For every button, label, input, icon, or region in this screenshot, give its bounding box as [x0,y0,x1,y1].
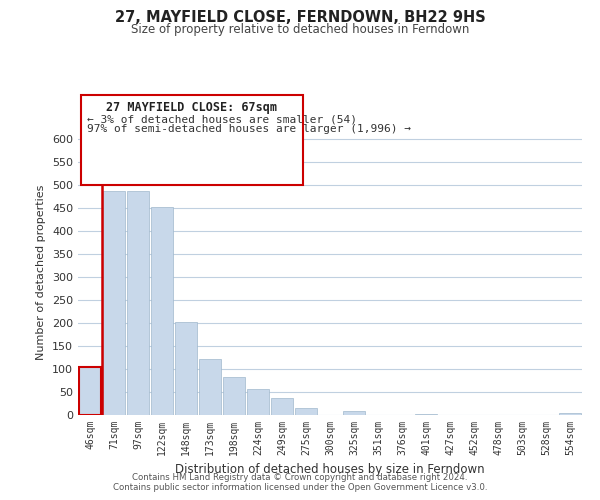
Y-axis label: Number of detached properties: Number of detached properties [37,185,46,360]
Bar [223,377,245,415]
Bar [175,322,197,415]
Bar [247,389,269,415]
Text: 27 MAYFIELD CLOSE: 67sqm: 27 MAYFIELD CLOSE: 67sqm [107,101,277,114]
X-axis label: Distribution of detached houses by size in Ferndown: Distribution of detached houses by size … [175,464,485,476]
Text: Size of property relative to detached houses in Ferndown: Size of property relative to detached ho… [131,22,469,36]
Bar [199,359,221,415]
Bar [127,190,149,415]
Bar [559,412,581,415]
Bar [79,366,101,415]
Bar [415,414,437,415]
Text: Contains public sector information licensed under the Open Government Licence v3: Contains public sector information licen… [113,484,487,492]
Text: Contains HM Land Registry data © Crown copyright and database right 2024.: Contains HM Land Registry data © Crown c… [132,474,468,482]
Text: ← 3% of detached houses are smaller (54): ← 3% of detached houses are smaller (54) [87,114,357,124]
Bar [343,411,365,415]
Bar [271,398,293,415]
Bar [295,408,317,415]
Bar [103,190,125,415]
Text: 97% of semi-detached houses are larger (1,996) →: 97% of semi-detached houses are larger (… [87,124,411,134]
Text: 27, MAYFIELD CLOSE, FERNDOWN, BH22 9HS: 27, MAYFIELD CLOSE, FERNDOWN, BH22 9HS [115,10,485,25]
Bar [151,207,173,415]
